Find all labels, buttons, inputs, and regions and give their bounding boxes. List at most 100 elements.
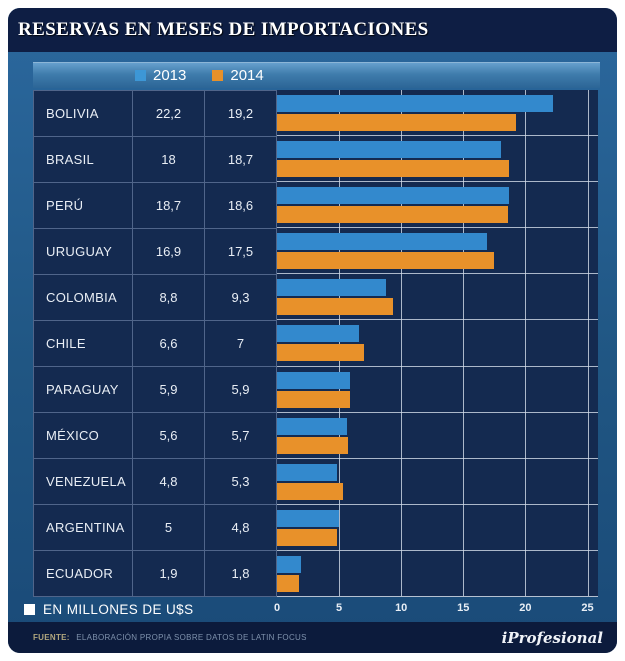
table-cell-country: VENEZUELA xyxy=(34,459,133,504)
bar-2013 xyxy=(277,555,301,573)
footer-bar: FUENTE: ELABORACIÓN PROPIA SOBRE DATOS D… xyxy=(8,622,617,653)
table-row: PARAGUAY 5,9 5,9 xyxy=(34,367,276,413)
legend-label: 2013 xyxy=(153,67,187,84)
bar-2014 xyxy=(277,114,516,131)
table-cell-2014: 1,8 xyxy=(231,566,250,581)
table-cell-2013: 5,6 xyxy=(133,413,205,458)
table-row: COLOMBIA 8,8 9,3 xyxy=(34,275,276,321)
legend-item-2013: 2013 xyxy=(135,67,186,84)
unit-label: EN MILLONES DE U$S xyxy=(43,602,194,617)
table-row: BRASIL 18 18,7 xyxy=(34,137,276,183)
gridline-vertical xyxy=(339,90,340,596)
chart-row-chile xyxy=(277,320,598,367)
table-cell-2013: 5,9 xyxy=(133,367,205,412)
source-text: ELABORACIÓN PROPIA SOBRE DATOS DE LATIN … xyxy=(76,633,307,642)
bar-2013 xyxy=(277,463,337,481)
gridline-vertical xyxy=(525,90,526,596)
table-cell-2013: 16,9 xyxy=(133,229,205,274)
chart-row-argentina xyxy=(277,505,598,551)
table-cell-country: BOLIVIA xyxy=(34,91,133,136)
bar-2013 xyxy=(277,325,359,343)
unit-square-icon xyxy=(24,604,35,615)
chart-row-colombia xyxy=(277,274,598,321)
bar-2013 xyxy=(277,417,347,435)
chart-row-venezuela xyxy=(277,459,598,505)
bar-2013 xyxy=(277,95,553,112)
bar-2014 xyxy=(277,574,300,592)
legend-swatch-icon xyxy=(212,70,224,81)
table-cell-country: ARGENTINA xyxy=(34,505,133,550)
axis-tick-label: 0 xyxy=(273,602,281,614)
table-cell-country: BRASIL xyxy=(34,137,133,182)
table-cell-2014: 5,7 xyxy=(231,428,250,443)
bar-2014 xyxy=(277,252,495,270)
table-cell-2013: 1,9 xyxy=(133,551,205,596)
table-row: URUGUAY 16,9 17,5 xyxy=(34,229,276,275)
legend-label: 2014 xyxy=(230,67,264,84)
bar-2014 xyxy=(277,298,393,316)
axis-tick-label: 15 xyxy=(457,602,470,614)
bar-2014 xyxy=(277,482,343,500)
table-cell-2014: 18,6 xyxy=(227,198,254,213)
infographic-card: RESERVAS EN MESES DE IMPORTACIONES 2013 2… xyxy=(8,8,617,653)
table-cell-2013: 5 xyxy=(133,505,205,550)
table-cell-country: CHILE xyxy=(34,321,133,366)
table-cell-2013: 4,8 xyxy=(133,459,205,504)
table-cell-2014: 5,3 xyxy=(231,474,250,489)
bar-2014 xyxy=(277,436,348,454)
table-cell-country: PERÚ xyxy=(34,183,133,228)
table-cell-2014: 18,7 xyxy=(227,152,254,167)
x-axis: EN MILLONES DE U$S 0 5 10 15 20 25 xyxy=(8,597,617,622)
table-cell-country: COLOMBIA xyxy=(34,275,133,320)
unit-note: EN MILLONES DE U$S xyxy=(24,597,194,622)
table-cell-country: URUGUAY xyxy=(34,229,133,274)
table-row: VENEZUELA 4,8 5,3 xyxy=(34,459,276,505)
table-cell-country: PARAGUAY xyxy=(34,367,133,412)
bar-2013 xyxy=(277,509,340,527)
brand-logo: iProfesional xyxy=(501,628,603,647)
title-bar: RESERVAS EN MESES DE IMPORTACIONES xyxy=(8,8,617,52)
bar-chart xyxy=(277,90,598,597)
table-cell-2013: 6,6 xyxy=(133,321,205,366)
gridline-vertical xyxy=(463,90,464,596)
table-row: ECUADOR 1,9 1,8 xyxy=(34,551,276,596)
chart-row-uruguay xyxy=(277,228,598,275)
table-row: CHILE 6,6 7 xyxy=(34,321,276,367)
bar-2014 xyxy=(277,160,510,178)
data-table: BOLIVIA 22,2 19,2 BRASIL 18 18,7 PERÚ 18,7 18,6 U… xyxy=(33,90,277,597)
table-row: ARGENTINA 5 4,8 xyxy=(34,505,276,551)
table-cell-2014: 19,2 xyxy=(227,106,254,121)
chart-row-perú xyxy=(277,182,598,229)
bar-2013 xyxy=(277,141,501,159)
table-cell-2013: 22,2 xyxy=(133,91,205,136)
chart-row-brasil xyxy=(277,136,598,183)
table-cell-2014: 4,8 xyxy=(231,520,250,535)
chart-legend: 2013 2014 xyxy=(33,62,600,88)
bar-2014 xyxy=(277,344,364,362)
bar-2014 xyxy=(277,206,508,224)
table-cell-2014: 17,5 xyxy=(227,244,254,259)
bar-2013 xyxy=(277,371,351,389)
table-cell-2013: 8,8 xyxy=(133,275,205,320)
chart-row-bolivia xyxy=(277,90,598,137)
table-cell-2014: 7 xyxy=(236,336,245,351)
legend-item-2014: 2014 xyxy=(212,67,264,84)
bar-2013 xyxy=(277,233,487,251)
table-row: MÉXICO 5,6 5,7 xyxy=(34,413,276,459)
axis-tick-label: 10 xyxy=(395,602,408,614)
table-cell-country: ECUADOR xyxy=(34,551,133,596)
axis-tick-label: 25 xyxy=(581,602,594,614)
table-cell-country: MÉXICO xyxy=(34,413,133,458)
table-cell-2013: 18,7 xyxy=(133,183,205,228)
gridline-vertical xyxy=(401,90,402,596)
source-note: FUENTE: ELABORACIÓN PROPIA SOBRE DATOS D… xyxy=(33,633,307,642)
axis-tick-label: 20 xyxy=(519,602,532,614)
table-row: PERÚ 18,7 18,6 xyxy=(34,183,276,229)
page-title: RESERVAS EN MESES DE IMPORTACIONES xyxy=(18,19,429,40)
chart-row-méxico xyxy=(277,413,598,459)
bar-2014 xyxy=(277,528,337,546)
chart-rows xyxy=(277,90,598,596)
axis-tick-label: 5 xyxy=(336,602,343,614)
chart-row-ecuador xyxy=(277,551,598,596)
